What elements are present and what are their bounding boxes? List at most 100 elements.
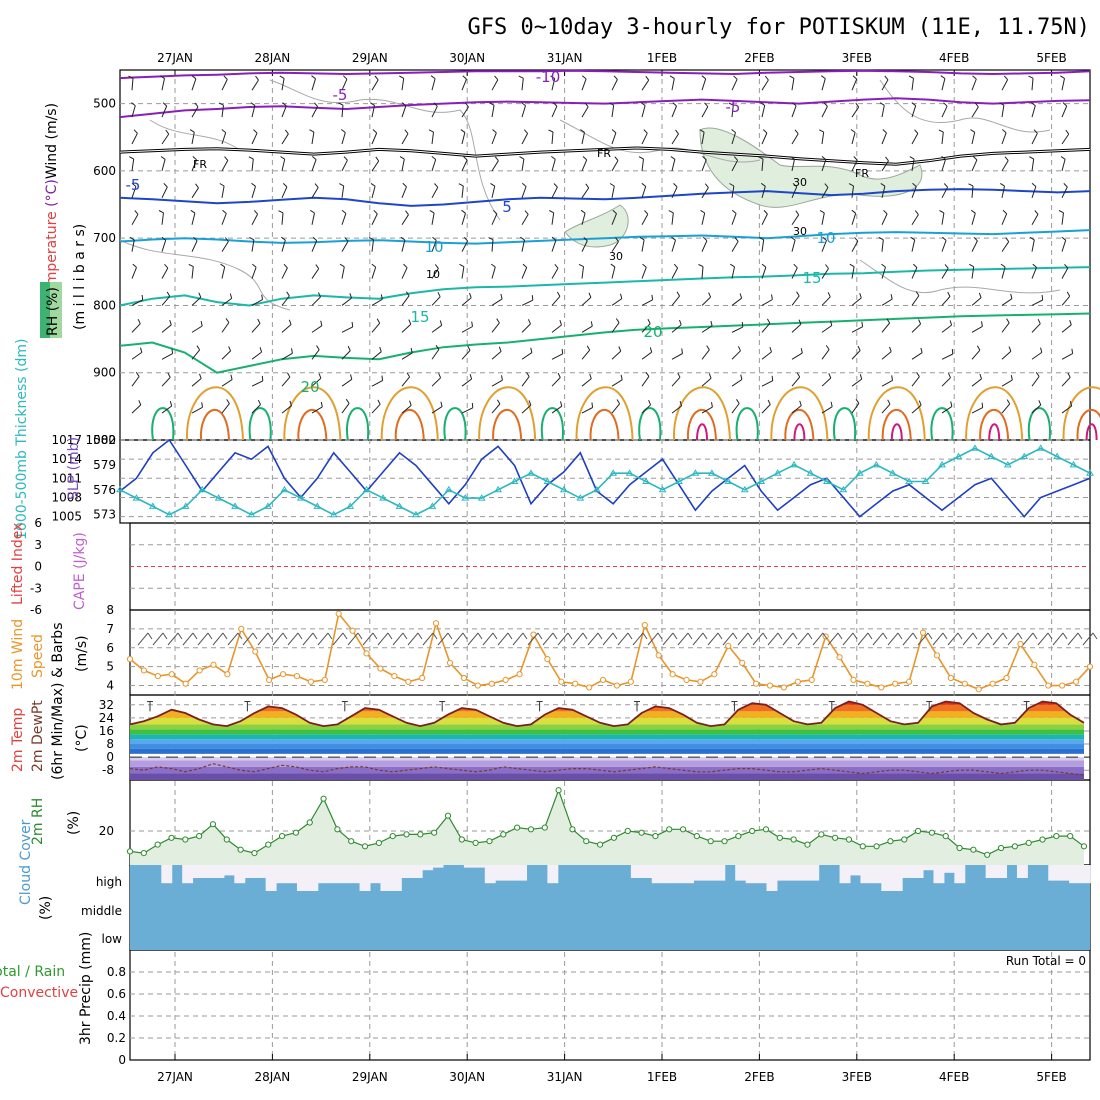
wind10m-line-marker: [641, 622, 648, 629]
wind10m-barb: [152, 632, 164, 646]
wind10m-barb: [227, 632, 239, 646]
wind-barb-flag: [885, 156, 889, 162]
date-tick-bottom: 31JAN: [547, 1070, 583, 1084]
cloud-high-gap: [693, 865, 705, 881]
wind-barb: [971, 325, 983, 333]
wind-barb: [971, 132, 976, 145]
wind-barb: [131, 267, 137, 279]
wind-barb-flag: [638, 156, 644, 160]
wind-barb: [1031, 351, 1043, 360]
wind-barb-flag: [700, 209, 705, 214]
wind-barb-flag: [556, 291, 561, 297]
wind-barb: [791, 159, 795, 172]
wind-barb-flag: [522, 263, 528, 268]
wind-barb: [761, 213, 768, 225]
wind-barb: [311, 349, 320, 360]
wind-barb: [701, 106, 709, 118]
temp-band: [130, 739, 1084, 745]
thickness-line-marker: [346, 502, 355, 509]
wind10m-barb: [947, 632, 959, 646]
surface-temp-contour: [1076, 408, 1100, 441]
wind10m-barb: [737, 632, 749, 646]
wind10m-line-marker: [168, 671, 175, 678]
wind-barb: [911, 78, 914, 91]
wind-barb: [551, 159, 556, 172]
wind-barb: [371, 266, 377, 279]
wind-barb: [431, 296, 441, 306]
wind10m-barb: [182, 632, 194, 646]
rh2m-area: [130, 790, 1084, 865]
wind10m-line-marker: [683, 676, 690, 683]
wind-barb: [671, 159, 676, 172]
wind-barb-flag: [518, 75, 524, 79]
thickness-line-marker: [938, 460, 946, 468]
precip-ylabel-text: 3hr Precip (mm): [78, 932, 94, 1045]
wind-barb-flag: [941, 155, 946, 160]
wind-barb: [311, 159, 317, 172]
wind-barb-flag: [429, 209, 435, 214]
rh2m-marker: [292, 829, 300, 836]
wind-barb: [191, 159, 197, 172]
wind-barb: [851, 350, 861, 360]
wind-barb: [281, 324, 292, 333]
cloud-high-gap: [213, 865, 225, 878]
wind-barb: [251, 105, 256, 118]
wind-barb: [401, 186, 407, 199]
wind10m-barb-flag: [477, 632, 483, 640]
wind-tick: 7: [106, 622, 114, 636]
wind-barb: [581, 78, 587, 91]
wind10m-barb-flag: [252, 632, 258, 640]
wind-barb-flag: [278, 210, 284, 214]
wind-barb-flag: [200, 320, 203, 327]
wind-barb: [1061, 353, 1073, 360]
wind-barb-flag: [194, 102, 199, 108]
wind-barb: [131, 239, 135, 252]
thickness-line-marker: [658, 485, 667, 493]
wind10m-line-marker: [1003, 674, 1010, 682]
wind10m-barb-flag: [762, 632, 768, 640]
wind-barb-flag: [940, 75, 946, 79]
wind10m-barb-flag: [432, 632, 438, 640]
rh-contour: [859, 259, 1061, 294]
wind-barb: [581, 159, 588, 172]
wind-barb-flag: [580, 209, 586, 214]
date-tick-top: 29JAN: [352, 51, 388, 65]
surface-temp-contour: [1085, 423, 1098, 441]
wind-barb: [731, 105, 734, 118]
wind-barb: [611, 298, 623, 306]
wind-barb: [131, 158, 135, 171]
wind-barb: [581, 266, 584, 279]
wind-barb-flag: [404, 129, 409, 134]
wind-barb-flag: [891, 375, 893, 381]
wind10m-barb-flag: [447, 632, 453, 640]
wind-barb-flag: [1067, 372, 1071, 378]
wind-barb-flag: [699, 129, 705, 133]
wind-barb: [371, 79, 379, 91]
wind-barb: [341, 240, 349, 252]
wind10m-line-marker: [892, 680, 899, 687]
wind-barb-flag: [702, 156, 707, 161]
wind-barb: [431, 132, 434, 145]
rh2m-marker: [749, 827, 756, 835]
wind-barb: [431, 187, 439, 199]
wind10m-barb-flag: [957, 632, 963, 640]
wind-barb: [341, 78, 348, 91]
wind-barb-flag: [620, 293, 623, 299]
wind-barb: [131, 351, 143, 360]
wind-barb: [1031, 323, 1041, 333]
wind-barb: [881, 105, 885, 118]
rh2m-marker: [334, 826, 341, 833]
wind10m-barb: [212, 632, 224, 646]
cloud-high-gap: [1016, 865, 1028, 878]
wind-barb-flag: [972, 75, 977, 80]
wind-barb-flag: [251, 263, 257, 268]
wind-barb-flag: [340, 129, 346, 133]
wind-barb-flag: [282, 183, 288, 188]
wind-barb-flag: [494, 156, 499, 162]
precip-tick: 0.2: [107, 1031, 126, 1045]
wind10m-barb: [257, 632, 269, 646]
cloud-ylabel: (%): [38, 896, 54, 920]
wind-barb: [941, 186, 949, 199]
wind-barb-flag: [496, 318, 500, 324]
thickness-line-marker: [560, 485, 568, 493]
